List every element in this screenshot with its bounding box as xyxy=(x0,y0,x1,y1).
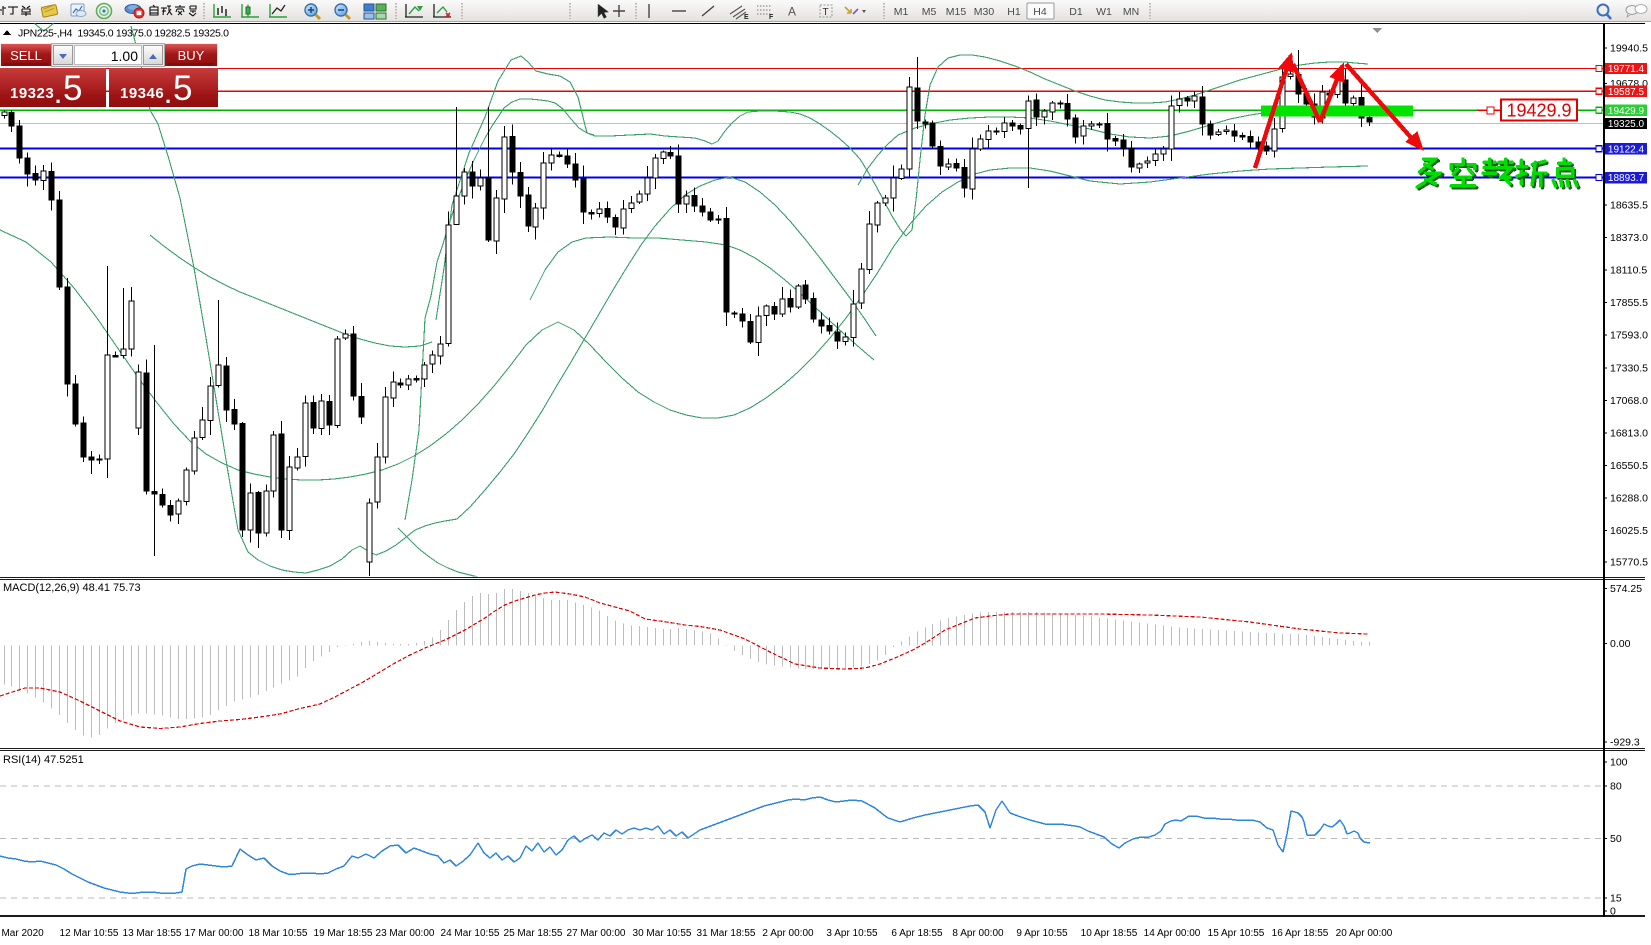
svg-text:D1: D1 xyxy=(1069,6,1083,18)
svg-text:RSI(14) 47.5251: RSI(14) 47.5251 xyxy=(3,754,84,766)
svg-text:19429.9: 19429.9 xyxy=(1608,106,1645,117)
svg-text:18110.5: 18110.5 xyxy=(1610,265,1647,277)
svg-text:31 Mar 18:55: 31 Mar 18:55 xyxy=(697,928,756,939)
svg-text:15770.5: 15770.5 xyxy=(1610,557,1648,569)
svg-text:50: 50 xyxy=(1610,833,1622,845)
svg-text:MACD(12,26,9) 48.41 75.73: MACD(12,26,9) 48.41 75.73 xyxy=(3,582,141,594)
svg-text:16550.5: 16550.5 xyxy=(1610,460,1648,472)
svg-text:16288.0: 16288.0 xyxy=(1610,493,1648,505)
svg-text:E: E xyxy=(744,14,749,21)
svg-text:A: A xyxy=(788,5,796,19)
svg-text:M5: M5 xyxy=(922,6,937,18)
svg-text:15 Apr 10:55: 15 Apr 10:55 xyxy=(1208,928,1265,939)
svg-text:10 Apr 18:55: 10 Apr 18:55 xyxy=(1081,928,1138,939)
svg-text:15: 15 xyxy=(1610,893,1622,905)
svg-text:25 Mar 18:55: 25 Mar 18:55 xyxy=(504,928,563,939)
svg-text:17 Mar 00:00: 17 Mar 00:00 xyxy=(185,928,244,939)
svg-text:H1: H1 xyxy=(1007,6,1021,18)
svg-text:574.25: 574.25 xyxy=(1610,583,1642,595)
svg-text:19587.5: 19587.5 xyxy=(1608,87,1645,98)
svg-text:3 Apr 10:55: 3 Apr 10:55 xyxy=(826,928,878,939)
svg-text:H4: H4 xyxy=(1033,6,1047,18)
svg-text:8 Apr 00:00: 8 Apr 00:00 xyxy=(952,928,1004,939)
svg-text:F: F xyxy=(769,14,774,21)
svg-text:27 Mar 00:00: 27 Mar 00:00 xyxy=(567,928,626,939)
svg-text:T: T xyxy=(823,7,829,18)
svg-text:16025.5: 16025.5 xyxy=(1610,525,1648,537)
svg-text:100: 100 xyxy=(1610,757,1628,769)
svg-text:19 Mar 18:55: 19 Mar 18:55 xyxy=(314,928,373,939)
svg-text:20 Apr 00:00: 20 Apr 00:00 xyxy=(1336,928,1393,939)
svg-text:24 Mar 10:55: 24 Mar 10:55 xyxy=(441,928,500,939)
svg-text:2 Apr 00:00: 2 Apr 00:00 xyxy=(762,928,814,939)
svg-text:16 Apr 18:55: 16 Apr 18:55 xyxy=(1272,928,1329,939)
svg-text:19122.4: 19122.4 xyxy=(1608,144,1645,155)
svg-text:16813.0: 16813.0 xyxy=(1610,428,1648,440)
svg-text:14 Apr 00:00: 14 Apr 00:00 xyxy=(1144,928,1201,939)
svg-text:0: 0 xyxy=(1610,906,1616,918)
svg-text:0.00: 0.00 xyxy=(1610,638,1631,650)
svg-text:19429.9: 19429.9 xyxy=(1506,101,1571,121)
svg-text:19940.5: 19940.5 xyxy=(1610,42,1648,54)
svg-text:19771.4: 19771.4 xyxy=(1608,64,1645,75)
svg-text:18893.7: 18893.7 xyxy=(1608,173,1645,184)
svg-text:17593.0: 17593.0 xyxy=(1610,330,1648,342)
svg-text:23 Mar 00:00: 23 Mar 00:00 xyxy=(376,928,435,939)
svg-text:17855.5: 17855.5 xyxy=(1610,297,1648,309)
svg-text:19325.0: 19325.0 xyxy=(1608,119,1645,130)
svg-text:M1: M1 xyxy=(894,6,909,18)
svg-text:-929.3: -929.3 xyxy=(1610,737,1640,749)
svg-text:9 Apr 10:55: 9 Apr 10:55 xyxy=(1016,928,1068,939)
svg-text:M15: M15 xyxy=(946,6,967,18)
svg-text:80: 80 xyxy=(1610,781,1622,793)
svg-text:30 Mar 10:55: 30 Mar 10:55 xyxy=(633,928,692,939)
svg-text:18635.5: 18635.5 xyxy=(1610,199,1648,211)
svg-text:6 Apr 18:55: 6 Apr 18:55 xyxy=(891,928,943,939)
svg-text:18373.0: 18373.0 xyxy=(1610,232,1648,244)
svg-text:13 Mar 18:55: 13 Mar 18:55 xyxy=(123,928,182,939)
svg-text:MN: MN xyxy=(1123,6,1139,18)
svg-text:17068.0: 17068.0 xyxy=(1610,395,1648,407)
svg-text:12 Mar 10:55: 12 Mar 10:55 xyxy=(60,928,119,939)
svg-text:17330.5: 17330.5 xyxy=(1610,362,1648,374)
svg-text:11 Mar 2020: 11 Mar 2020 xyxy=(0,928,44,939)
svg-text:M30: M30 xyxy=(974,6,995,18)
svg-text:18 Mar 10:55: 18 Mar 10:55 xyxy=(249,928,308,939)
svg-text:JPN225-,H4 19345.0 19375.0 19: JPN225-,H4 19345.0 19375.0 19282.5 19325… xyxy=(18,28,229,40)
svg-text:W1: W1 xyxy=(1096,6,1112,18)
